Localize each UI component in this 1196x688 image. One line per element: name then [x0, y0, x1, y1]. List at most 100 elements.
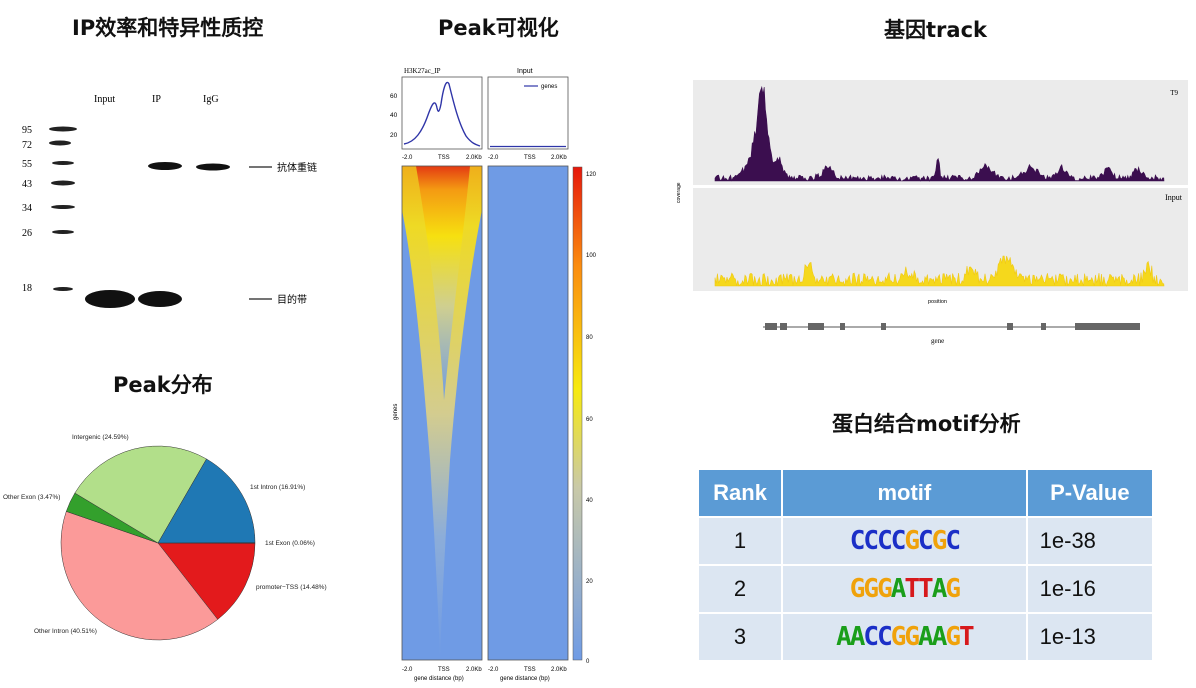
motif-letter: T: [918, 574, 934, 604]
lane-label-input: Input: [94, 94, 115, 105]
row-rank: 1: [696, 516, 784, 566]
motif-letter: T: [904, 574, 920, 604]
motif-letter: A: [931, 574, 948, 604]
motif-logo-3: AACCGGAAGT: [781, 612, 1028, 662]
track-ylabel: coverage: [676, 182, 682, 203]
motif-letter: G: [890, 622, 907, 652]
pie-label-exon1: 1st Exon (0.06%): [265, 540, 315, 547]
header-pvalue: P-Value: [1025, 468, 1155, 518]
colorbar-tick-60: 60: [586, 417, 593, 423]
header-motif: motif: [781, 468, 1028, 518]
marker-72: 72: [22, 140, 32, 151]
motif-letter: A: [849, 622, 866, 652]
gene-model-label: gene: [931, 337, 944, 345]
heatmap-ylabel: genes: [393, 404, 399, 420]
motif-letter: A: [918, 622, 934, 652]
motif-letter: C: [849, 526, 866, 556]
motif-letter: A: [931, 622, 948, 652]
row-rank: 3: [696, 612, 784, 662]
gene-model: [763, 323, 1140, 330]
marker-26: 26: [22, 228, 32, 239]
pie-slice-intron1: [157, 458, 256, 544]
pie-label-other-intron: Other Intron (40.51%): [34, 628, 97, 635]
motif-logo-2: GGGATTAG: [781, 564, 1028, 614]
colorbar-tick-80: 80: [586, 335, 593, 341]
title-gene-track: 基因track: [884, 18, 987, 42]
profile-xtick-ip-tss: TSS: [438, 155, 450, 161]
colorbar-tick-20: 20: [586, 579, 593, 585]
motif-letter: C: [918, 526, 934, 556]
motif-letter: C: [945, 526, 961, 556]
motif-letter: C: [877, 526, 893, 556]
heatmap-xtick-ip-tss: TSS: [438, 667, 450, 673]
heatmap-xlabel-ip: gene distance (bp): [414, 676, 464, 682]
panel-title-ip: H3K27ac_IP: [404, 67, 441, 75]
gene-track: T9 Input coverage position gene: [668, 75, 1188, 350]
table-row: 1 CCCCGCGC 1e-38: [696, 516, 1155, 566]
table-row: 3 AACCGGAAGT 1e-13: [696, 612, 1155, 662]
pie-label-other-exon: Other Exon (3.47%): [3, 494, 60, 501]
colorbar-tick-40: 40: [586, 498, 593, 504]
motif-table-header: Rank motif P-Value: [696, 468, 1155, 518]
profile-legend-genes: genes: [541, 84, 557, 90]
marker-55: 55: [22, 159, 32, 170]
motif-letter: A: [836, 622, 852, 652]
heatmap-xtick-input-right: 2.0Kb: [551, 667, 567, 673]
profile-ytick-20: 20: [390, 132, 398, 139]
motif-letter: G: [904, 526, 920, 556]
motif-table: Rank motif P-Value 1 CCCCGCGC 1e-38 2 GG…: [696, 468, 1155, 662]
heatmap-xlabel-input: gene distance (bp): [500, 676, 550, 682]
heatmap-xtick-input-tss: TSS: [524, 667, 536, 673]
profile-xtick-input-tss: TSS: [524, 155, 536, 161]
profile-ytick-60: 60: [390, 93, 398, 100]
row-rank: 2: [696, 564, 784, 614]
row-pvalue: 1e-13: [1025, 612, 1155, 662]
motif-logo-1: CCCCGCGC: [781, 516, 1028, 566]
pie-label-promoter: promoter−TSS (14.48%): [256, 584, 327, 591]
profile-xtick-ip-left: -2.0: [402, 155, 413, 161]
motif-letter: G: [945, 574, 961, 604]
row-pvalue: 1e-38: [1025, 516, 1155, 566]
motif-letter: T: [959, 622, 975, 652]
pie-label-intron1: 1st Intron (16.91%): [250, 484, 305, 491]
table-row: 2 GGGATTAG 1e-16: [696, 564, 1155, 614]
western-blot: Input IP IgG 95 72 55 43 34 26 18 抗体重链 目…: [0, 80, 340, 320]
pie-slice-other-intron: [60, 511, 219, 641]
colorbar-tick-120: 120: [586, 172, 597, 178]
motif-letter: C: [877, 622, 893, 652]
heatmap-xtick-ip-left: -2.0: [402, 667, 413, 673]
lane-label-igg: IgG: [203, 94, 219, 105]
colorbar-tick-100: 100: [586, 253, 597, 259]
marker-18: 18: [22, 283, 32, 294]
pie-label-intergenic: Intergenic (24.59%): [72, 434, 129, 441]
motif-letter: G: [945, 622, 961, 652]
motif-letter: G: [877, 574, 893, 604]
motif-letter: G: [931, 526, 948, 556]
title-peak-vis: Peak可视化: [438, 16, 559, 40]
profile-ytick-40: 40: [390, 112, 398, 119]
motif-letter: C: [863, 526, 879, 556]
motif-letter: A: [890, 574, 907, 604]
profile-xtick-input-right: 2.0Kb: [551, 155, 567, 161]
motif-letter: G: [849, 574, 866, 604]
track-label-t9: T9: [1170, 89, 1178, 97]
title-ip-qc: IP效率和特异性质控: [72, 16, 264, 40]
heatmap-xtick-input-left: -2.0: [488, 667, 499, 673]
track-xlabel: position: [928, 299, 947, 305]
ladder-bands: [49, 126, 77, 291]
marker-43: 43: [22, 179, 32, 190]
peak-heatmap: H3K27ac_IP Input 60 40 20 genes -2.0 TSS…: [380, 60, 600, 684]
title-motif: 蛋白结合motif分析: [832, 412, 1021, 436]
motif-letter: G: [863, 574, 879, 604]
annotation-heavy-chain: 抗体重链: [277, 161, 317, 174]
colorbar-tick-0: 0: [586, 659, 590, 665]
header-rank: Rank: [696, 468, 784, 518]
title-peak-dist: Peak分布: [113, 373, 213, 397]
panel-title-input: Input: [517, 68, 533, 75]
pie-slice-promoter: [157, 542, 256, 620]
peak-distribution-pie: Intergenic (24.59%) 1st Intron (16.91%) …: [0, 420, 370, 670]
profile-xtick-ip-right: 2.0Kb: [466, 155, 482, 161]
annotation-target-band: 目的带: [277, 293, 307, 306]
motif-letter: C: [890, 526, 907, 556]
pie-slice-intergenic: [74, 445, 207, 544]
